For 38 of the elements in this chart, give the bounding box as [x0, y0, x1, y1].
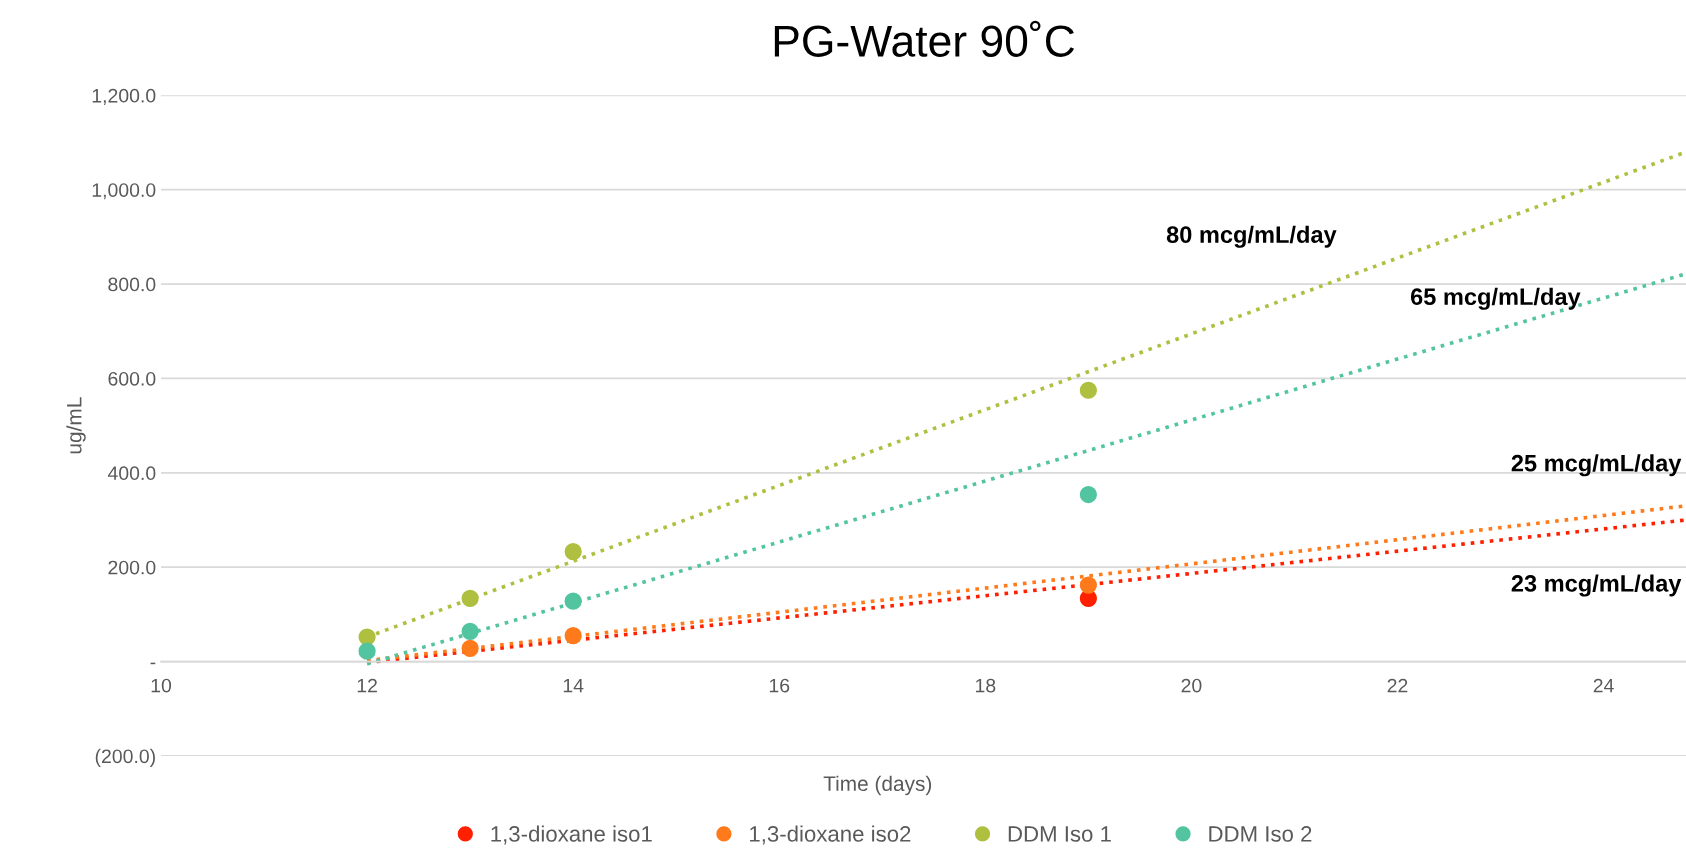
x-tick-label: 22 — [1387, 678, 1408, 693]
x-tick-label: 18 — [976, 678, 996, 693]
annotation: 65 mcg/mL/day — [1410, 287, 1581, 310]
y-tick-label: 800.0 — [108, 277, 156, 292]
chart-title: PG-Water 90˚C — [774, 20, 1075, 57]
x-tick-label: 20 — [1181, 678, 1202, 693]
point — [461, 622, 479, 640]
y-tick-label: 200.0 — [108, 560, 156, 575]
y-tick-label: (200.0) — [95, 748, 155, 767]
annotation: 80 mcg/mL/day — [1166, 225, 1337, 248]
y-tick-label: 1,000.0 — [92, 183, 156, 200]
y-tick-label: - — [150, 662, 156, 665]
point — [358, 628, 376, 646]
legend-label: 1,3-dioxane iso1 — [491, 825, 652, 845]
point — [1079, 576, 1097, 594]
annotation: 23 mcg/mL/day — [1511, 574, 1682, 597]
point — [1079, 485, 1097, 504]
x-tick-label: 10 — [151, 678, 172, 693]
y-axis-title: ug/mL — [66, 397, 86, 454]
x-tick-label: 12 — [357, 678, 377, 693]
point — [461, 589, 479, 607]
point — [564, 626, 582, 645]
x-axis-title: Time (days) — [823, 775, 932, 796]
legend-label: 1,3-dioxane iso2 — [750, 825, 911, 845]
annotation: 25 mcg/mL/day — [1511, 454, 1682, 477]
x-tick-label: 24 — [1593, 678, 1614, 693]
point — [1079, 381, 1097, 399]
y-tick-label: 600.0 — [108, 371, 156, 386]
point — [564, 543, 582, 561]
y-tick-label: 400.0 — [107, 466, 156, 481]
point — [358, 642, 376, 660]
legend-label: DDM Iso 2 — [1209, 826, 1312, 842]
x-tick-label: 16 — [769, 678, 790, 693]
y-tick-label: 1,200.0 — [92, 88, 156, 105]
legend-label: DDM Iso 1 — [1008, 826, 1111, 842]
x-tick-label: 14 — [563, 678, 584, 693]
point — [461, 639, 479, 657]
point — [564, 592, 582, 610]
